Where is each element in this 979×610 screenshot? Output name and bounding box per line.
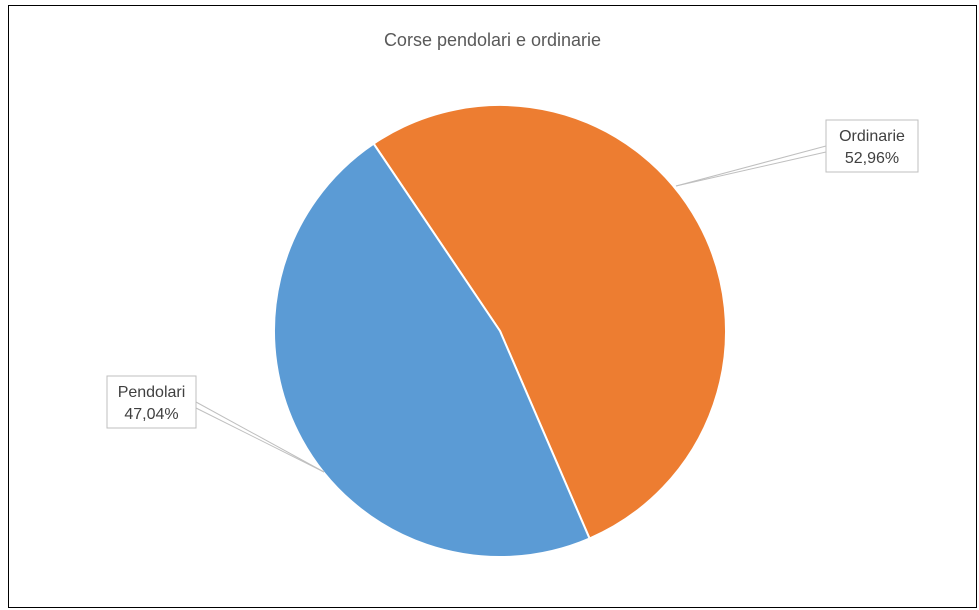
leader-line-ordinarie (675, 145, 827, 187)
leader-line-pendolari (195, 407, 325, 473)
data-label-box-ordinarie (825, 119, 919, 173)
data-label-category-pendolari: Pendolari (118, 384, 186, 401)
data-label-value-ordinarie: 52,96% (845, 150, 899, 167)
pie-slice-ordinarie (372, 104, 727, 540)
data-label-value-pendolari: 47,04% (124, 406, 178, 423)
pie-slice-pendolari (273, 142, 591, 558)
chart-title: Corse pendolari e ordinarie (383, 30, 602, 50)
leader-line-ordinarie (675, 151, 827, 187)
leader-line-pendolari (195, 401, 325, 473)
data-label-category-ordinarie: Ordinarie (839, 128, 905, 145)
data-label-box-pendolari (106, 375, 197, 429)
